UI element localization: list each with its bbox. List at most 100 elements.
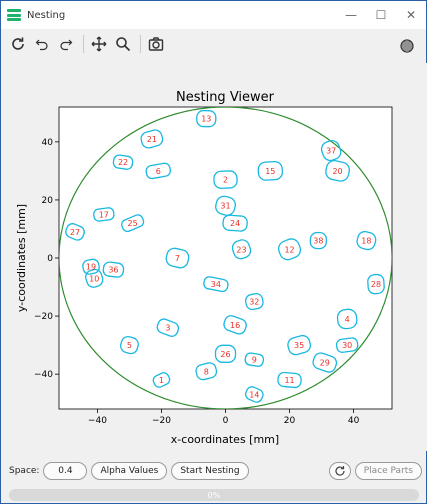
place-parts-button[interactable]: Place Parts [354, 462, 422, 480]
part-outline [156, 318, 180, 337]
part-outline [312, 352, 338, 373]
part-label: 2 [223, 176, 228, 185]
part-outline [121, 214, 145, 233]
title-bar: Nesting — ☐ ✕ [1, 1, 426, 29]
part-label: 9 [252, 356, 257, 365]
part-label: 1 [159, 376, 164, 385]
part-outline [119, 335, 139, 355]
part-label: 8 [204, 367, 209, 376]
part-outline [244, 352, 265, 367]
part-label: 21 [147, 135, 157, 144]
part-outline [277, 238, 302, 261]
x-axis-label: x-coordinates [mm] [171, 433, 279, 446]
part-outline [215, 195, 236, 216]
part-outline [231, 239, 252, 260]
part-label: 31 [220, 202, 230, 211]
redo-icon[interactable] [55, 33, 77, 55]
save-figure-icon[interactable] [145, 33, 167, 55]
parts-layer [65, 109, 385, 403]
part-label: 19 [86, 263, 96, 272]
part-label: 7 [175, 254, 180, 263]
part-outline [336, 308, 358, 330]
part-label: 17 [99, 210, 109, 219]
start-nesting-button[interactable]: Start Nesting [171, 462, 249, 480]
part-label: 32 [249, 298, 259, 307]
part-label: 10 [89, 274, 99, 283]
part-label: 3 [165, 324, 170, 333]
part-outline [145, 162, 171, 180]
part-label: 37 [326, 147, 336, 156]
part-outline [165, 247, 190, 269]
plot-canvas[interactable]: Nesting Viewer x-coordinates [mm] y-coor… [1, 63, 427, 451]
y-axis-label: y-coordinates [mm] [15, 204, 28, 312]
part-outline [222, 214, 248, 232]
minimize-button[interactable]: — [345, 8, 357, 22]
space-input[interactable]: 0.4 [43, 462, 88, 480]
part-label: 36 [108, 266, 118, 275]
part-label: 5 [127, 341, 132, 350]
part-outline [244, 292, 264, 311]
part-label: 27 [70, 228, 80, 237]
part-outline [195, 362, 218, 381]
part-label: 6 [156, 167, 161, 176]
part-label: 16 [230, 321, 240, 330]
part-outline [257, 161, 284, 181]
y-tick-label: −20 [34, 312, 53, 322]
space-label: Space: [9, 466, 40, 476]
part-outline [244, 386, 264, 403]
control-bar: Space: 0.4 Alpha Values Start Nesting Pl… [1, 458, 427, 484]
part-outline [309, 231, 328, 250]
part-outline [102, 261, 125, 278]
part-label: 38 [313, 237, 323, 246]
undo-icon[interactable] [31, 33, 53, 55]
part-label: 23 [236, 245, 246, 254]
y-tick-label: 0 [47, 254, 53, 264]
refresh-icon [335, 466, 345, 476]
part-label: 35 [294, 341, 304, 350]
part-label: 15 [265, 167, 275, 176]
part-outline [356, 230, 377, 251]
refresh-button[interactable] [328, 462, 351, 480]
part-label: 26 [220, 350, 230, 359]
part-outline [287, 334, 312, 356]
part-outline [223, 315, 247, 335]
part-label: 22 [118, 158, 128, 167]
y-tick-label: −40 [34, 370, 53, 380]
part-outline [65, 223, 85, 241]
pan-icon[interactable] [88, 33, 110, 55]
labels-layer: 1234567891011121314151617181920212223242… [70, 115, 381, 400]
maximize-button[interactable]: ☐ [375, 8, 387, 22]
part-label: 24 [230, 219, 240, 228]
part-outline [367, 273, 385, 295]
part-outline [82, 258, 100, 275]
x-tick-label: 20 [284, 416, 296, 426]
part-outline [112, 154, 134, 170]
part-outline [140, 129, 164, 149]
close-button[interactable]: ✕ [405, 8, 417, 22]
part-outline [196, 109, 217, 128]
reset-view-icon[interactable] [7, 33, 29, 55]
plot-area [58, 106, 393, 410]
part-label: 34 [211, 280, 221, 289]
progress-bar: 0% [9, 489, 419, 501]
settings-icon[interactable] [396, 35, 418, 57]
part-outline [85, 268, 104, 288]
part-label: 29 [320, 359, 330, 368]
part-outline [320, 140, 342, 162]
x-tick-label: 40 [348, 416, 360, 426]
part-label: 4 [345, 315, 350, 324]
part-outline [203, 276, 229, 293]
y-tick-label: 40 [42, 138, 54, 148]
x-tick-label: −20 [152, 416, 171, 426]
part-outline [214, 344, 237, 363]
nesting-chart: Nesting Viewer x-coordinates [mm] y-coor… [15, 90, 393, 446]
part-label: 28 [371, 280, 381, 289]
progress-text: 0% [207, 490, 221, 500]
zoom-icon[interactable] [112, 33, 134, 55]
x-tick-label: −40 [88, 416, 107, 426]
part-label: 12 [284, 245, 294, 254]
alpha-values-button[interactable]: Alpha Values [91, 462, 168, 480]
part-outline [335, 337, 359, 353]
app-logo-icon [7, 9, 21, 21]
window-title: Nesting [27, 9, 66, 21]
